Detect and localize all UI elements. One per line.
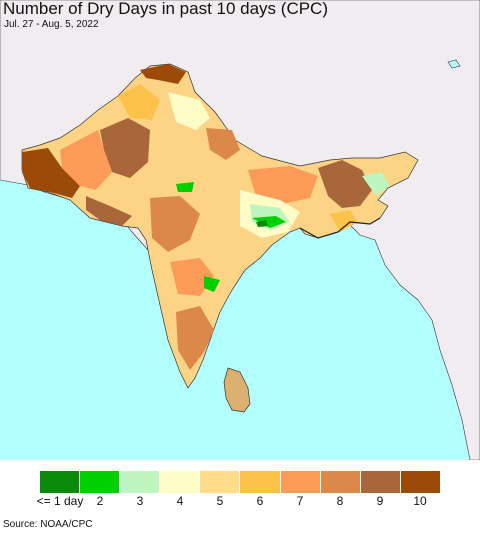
legend-label: 4 [176, 494, 184, 508]
region-9-days-3 [318, 160, 372, 208]
date-range: Jul. 27 - Aug. 5, 2022 [4, 19, 99, 30]
legend-label: 5 [216, 494, 224, 508]
region-3-days-2 [362, 172, 390, 196]
legend-swatch [280, 471, 321, 493]
region-7-days-2 [248, 166, 318, 204]
region-2-days-2 [176, 182, 194, 192]
legend-swatch [40, 471, 81, 493]
legend-swatch [80, 471, 121, 493]
region-9-days-2 [86, 196, 132, 226]
region-6-days [118, 84, 160, 120]
legend-label: 3 [136, 494, 144, 508]
region-8-days [150, 196, 200, 252]
legend-swatch [360, 471, 401, 493]
sri-lanka [223, 367, 251, 413]
region-8-days-2 [176, 306, 214, 370]
legend-label: 7 [296, 494, 304, 508]
lake-marker [447, 59, 461, 69]
region-10-days [22, 148, 80, 198]
legend-label: 10 [413, 494, 427, 508]
region-7-days-3 [170, 258, 214, 296]
source-note: Source: NOAA/CPC [3, 519, 93, 530]
map-title: Number of Dry Days in past 10 days (CPC) [3, 0, 328, 18]
region-9-days [100, 118, 150, 178]
legend-swatch [200, 471, 241, 493]
region-2-days-3 [204, 276, 220, 292]
bay-coastline [299, 217, 381, 239]
legend-label: <= 1 day [36, 494, 84, 508]
legend-swatch [400, 471, 440, 493]
legend-label: 6 [256, 494, 264, 508]
legend-label: 2 [96, 494, 104, 508]
legend-swatch [120, 471, 161, 493]
dry-days-map [0, 0, 480, 460]
region-6-days-2 [330, 210, 358, 232]
legend-bar [40, 471, 440, 493]
legend-label: 8 [336, 494, 344, 508]
legend-swatch [240, 471, 281, 493]
region-7-days [60, 130, 112, 190]
region-1-day [256, 220, 268, 227]
legend-swatch [160, 471, 201, 493]
region-2-days [252, 216, 286, 228]
legend-labels: <= 1 day 2 3 4 5 6 7 8 9 10 [36, 494, 440, 510]
legend-label: 9 [376, 494, 384, 508]
region-8-days-3 [206, 128, 240, 160]
region-4-days-2 [168, 92, 210, 130]
legend-swatch [320, 471, 361, 493]
region-10-days-2 [140, 64, 186, 84]
